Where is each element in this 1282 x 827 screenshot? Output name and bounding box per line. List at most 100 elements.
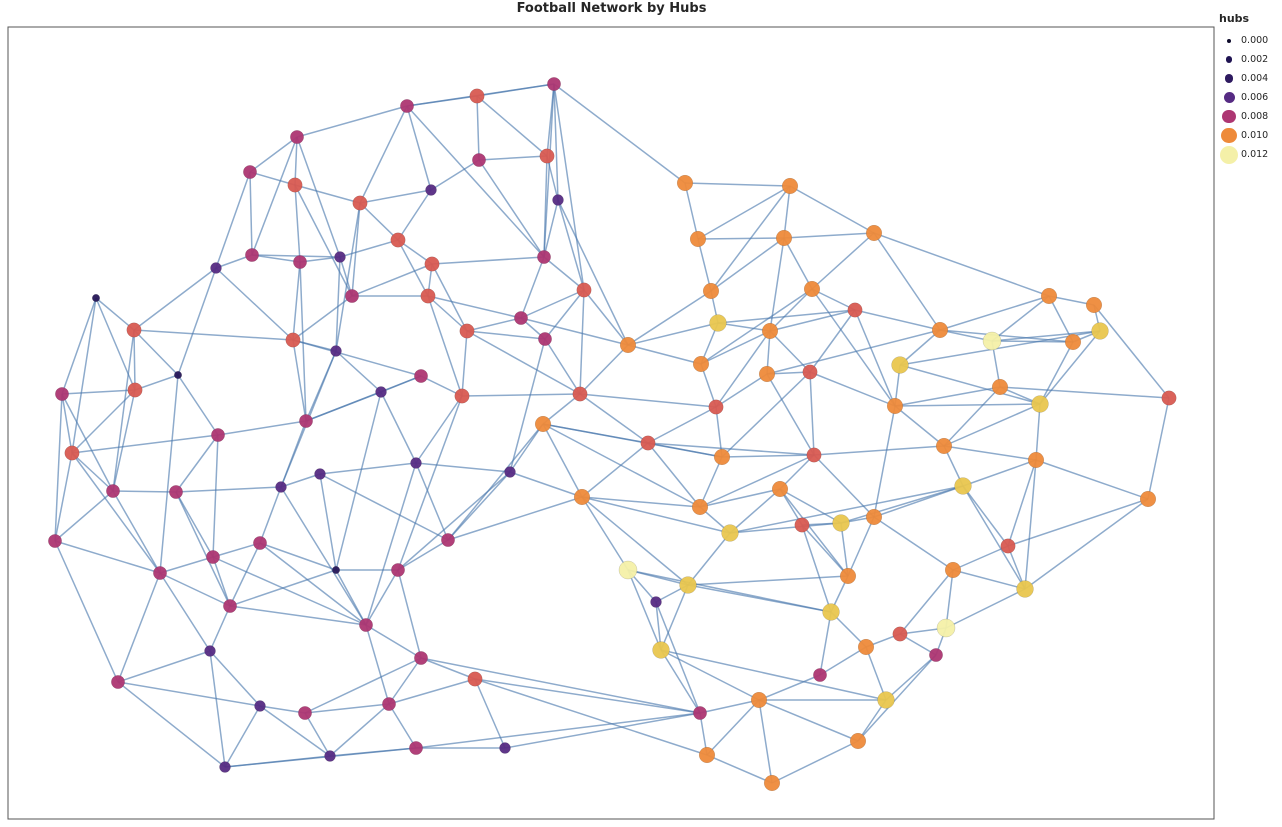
node xyxy=(618,560,638,580)
node xyxy=(936,618,956,638)
legend-item: 0.002 xyxy=(1217,50,1279,69)
edge xyxy=(542,393,581,425)
edge xyxy=(359,202,399,241)
edge xyxy=(71,452,161,574)
edge xyxy=(769,237,785,332)
edge xyxy=(212,556,367,626)
edge xyxy=(854,309,941,331)
edge xyxy=(329,747,417,757)
edge xyxy=(819,646,867,676)
node xyxy=(1139,490,1157,508)
node xyxy=(424,256,440,272)
node xyxy=(865,224,883,242)
legend-label: 0.006 xyxy=(1241,92,1269,103)
edge xyxy=(873,405,896,518)
edge xyxy=(715,373,768,408)
edge xyxy=(655,601,701,714)
edge xyxy=(280,420,307,488)
edge xyxy=(546,155,559,201)
edge xyxy=(894,403,1041,407)
edge xyxy=(466,317,522,332)
edge xyxy=(520,256,545,319)
node xyxy=(299,414,313,428)
edge xyxy=(294,184,353,297)
edge xyxy=(779,488,842,524)
edge xyxy=(509,423,544,473)
edge xyxy=(95,297,136,391)
node xyxy=(761,322,779,340)
node xyxy=(514,311,528,325)
edge xyxy=(873,516,954,571)
node xyxy=(1031,395,1049,413)
node xyxy=(459,323,475,339)
node xyxy=(293,255,307,269)
node xyxy=(709,314,727,332)
edge xyxy=(95,297,135,331)
edge xyxy=(415,462,449,541)
edge xyxy=(117,650,211,683)
edge xyxy=(112,329,135,492)
node xyxy=(243,165,257,179)
legend-item: 0.004 xyxy=(1217,69,1279,88)
edge xyxy=(581,496,731,534)
legend-swatch-wrap xyxy=(1217,109,1241,124)
node xyxy=(691,498,709,516)
edge xyxy=(61,393,114,492)
node xyxy=(832,514,850,532)
edge xyxy=(769,330,811,373)
edge xyxy=(117,681,261,707)
edge xyxy=(697,237,785,240)
edge xyxy=(873,485,964,518)
edge xyxy=(700,330,771,365)
edge xyxy=(478,155,548,161)
node xyxy=(469,88,485,104)
legend-swatch-icon xyxy=(1225,56,1233,63)
edge xyxy=(544,338,581,395)
node xyxy=(713,448,731,466)
legend-swatch-wrap xyxy=(1217,145,1241,164)
edge xyxy=(388,657,422,705)
node xyxy=(676,174,694,192)
node xyxy=(92,294,100,302)
edge xyxy=(899,329,941,366)
node xyxy=(153,566,167,580)
edge xyxy=(706,699,760,756)
node xyxy=(775,229,793,247)
chart-title: Football Network by Hubs xyxy=(516,1,707,16)
node xyxy=(572,386,588,402)
edge xyxy=(251,254,341,258)
edge xyxy=(1007,459,1037,547)
edge xyxy=(224,705,261,768)
legend-swatch-icon xyxy=(1223,92,1235,103)
edge xyxy=(397,471,511,571)
edge xyxy=(627,569,662,651)
node xyxy=(534,415,552,433)
node xyxy=(425,184,437,196)
node xyxy=(698,746,716,764)
edge xyxy=(292,339,422,377)
edge xyxy=(542,423,583,498)
edge xyxy=(1039,341,1074,405)
edge xyxy=(112,389,136,492)
node xyxy=(708,399,724,415)
edge xyxy=(177,374,219,436)
node xyxy=(127,382,143,398)
edge xyxy=(779,454,815,490)
edge xyxy=(699,699,760,714)
edge xyxy=(430,159,480,191)
edge xyxy=(209,650,261,707)
edge xyxy=(717,309,856,324)
node xyxy=(390,232,406,248)
edge xyxy=(581,496,689,586)
edge xyxy=(699,488,781,508)
edge xyxy=(687,575,849,586)
edge xyxy=(305,391,382,422)
node xyxy=(174,371,182,379)
node xyxy=(721,524,739,542)
node xyxy=(499,742,511,754)
edge xyxy=(819,611,832,676)
legend-swatch-icon xyxy=(1224,74,1234,83)
legend-label: 0.010 xyxy=(1241,130,1269,141)
node xyxy=(359,618,373,632)
node xyxy=(652,641,670,659)
